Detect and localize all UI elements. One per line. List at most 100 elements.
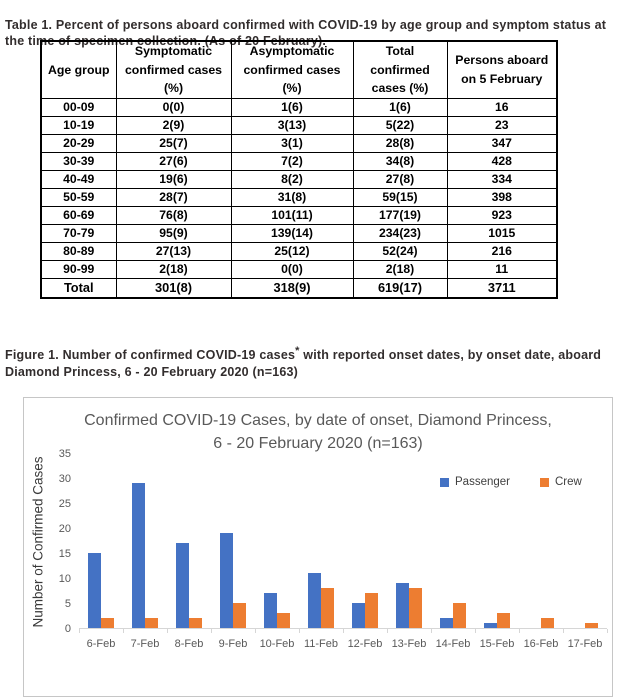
- x-axis-tick-mark: [431, 629, 432, 633]
- table-cell: 1(6): [352, 97, 448, 117]
- table-row: 80-89 27(13) 25(12) 52(24) 216: [40, 241, 558, 261]
- passenger-bar: [88, 553, 101, 628]
- crew-bar: [541, 618, 554, 628]
- table-cell: 2(18): [115, 259, 232, 279]
- table-cell: 25(12): [230, 241, 354, 261]
- y-axis-tick-label: 20: [58, 523, 71, 535]
- passenger-bar: [264, 593, 277, 628]
- table-cell: 301(8): [115, 277, 232, 299]
- bar-group: [387, 454, 431, 628]
- chart-container: Confirmed COVID-19 Cases, by date of ons…: [23, 397, 613, 697]
- table-cell: 8(2): [230, 169, 354, 189]
- x-axis-tick-label: 15-Feb: [479, 638, 515, 650]
- table-cell: Total: [40, 277, 117, 299]
- crew-bar: [409, 588, 422, 628]
- table-cell: 28(7): [115, 187, 232, 207]
- table-cell: 318(9): [230, 277, 354, 299]
- table-row: 10-19 2(9) 3(13) 5(22) 23: [40, 115, 558, 135]
- bar-group: [167, 454, 211, 628]
- table-cell: 0(0): [115, 97, 232, 117]
- x-axis-tick-label: 10-Feb: [259, 638, 295, 650]
- bar-group: [79, 454, 123, 628]
- table-row: 50-59 28(7) 31(8) 59(15) 398: [40, 187, 558, 207]
- x-axis-tick-mark: [475, 629, 476, 633]
- table-cell: 0(0): [230, 259, 354, 279]
- table-cell: 7(2): [230, 151, 354, 171]
- table-header-cell: Asymptomatic confirmed cases (%): [230, 40, 354, 99]
- table-cell: 10-19: [40, 115, 117, 135]
- bar-group: [211, 454, 255, 628]
- x-axis-tick-mark: [211, 629, 212, 633]
- table-cell: 76(8): [115, 205, 232, 225]
- table-cell: 80-89: [40, 241, 117, 261]
- bar-group: [123, 454, 167, 628]
- table-cell: 139(14): [230, 223, 354, 243]
- table-cell: 20-29: [40, 133, 117, 153]
- table-cell: 40-49: [40, 169, 117, 189]
- crew-bar: [585, 623, 598, 628]
- x-axis-tick-label: 9-Feb: [218, 638, 248, 650]
- table-header-cell: Total confirmed cases (%): [352, 40, 448, 99]
- table-row: 00-09 0(0) 1(6) 1(6) 16: [40, 97, 558, 117]
- table-cell: 28(8): [352, 133, 448, 153]
- table-cell: 234(23): [352, 223, 448, 243]
- chart-legend: Passenger Crew: [440, 476, 582, 488]
- x-axis-tick-mark: [299, 629, 300, 633]
- x-axis-tick-label: 8-Feb: [174, 638, 204, 650]
- x-axis-tick-mark: [387, 629, 388, 633]
- table-row: 30-39 27(6) 7(2) 34(8) 428: [40, 151, 558, 171]
- table-cell: 1015: [446, 223, 558, 243]
- x-axis-tick-label: 12-Feb: [347, 638, 383, 650]
- passenger-bar: [484, 623, 497, 628]
- table-cell: 23: [446, 115, 558, 135]
- y-axis-tick-label: 25: [58, 498, 71, 510]
- x-axis-tick-label: 6-Feb: [86, 638, 116, 650]
- table-header-cell: Symptomatic confirmed cases (%): [115, 40, 232, 99]
- legend-label: Passenger: [455, 476, 510, 488]
- table-cell: 34(8): [352, 151, 448, 171]
- y-axis-tick-label: 0: [64, 623, 71, 635]
- table-cell: 216: [446, 241, 558, 261]
- x-axis-tick-mark: [607, 629, 608, 633]
- crew-bar: [277, 613, 290, 628]
- legend-label: Crew: [554, 476, 582, 488]
- y-axis-tick-label: 35: [58, 448, 71, 460]
- legend-item-passenger: Passenger: [440, 476, 510, 488]
- table-cell: 334: [446, 169, 558, 189]
- table-total-row: Total 301(8) 318(9) 619(17) 3711: [40, 277, 558, 299]
- x-axis-tick-label: 17-Feb: [567, 638, 603, 650]
- passenger-bar: [352, 603, 365, 628]
- bar-group: [519, 454, 563, 628]
- table-row: 70-79 95(9) 139(14) 234(23) 1015: [40, 223, 558, 243]
- x-axis-tick-mark: [79, 629, 80, 633]
- table-row: 20-29 25(7) 3(1) 28(8) 347: [40, 133, 558, 153]
- bar-group: [475, 454, 519, 628]
- table-cell: 2(18): [352, 259, 448, 279]
- table-cell: 923: [446, 205, 558, 225]
- table-cell: 3(13): [230, 115, 354, 135]
- table-cell: 27(8): [352, 169, 448, 189]
- y-axis-tick-label: 10: [58, 573, 71, 585]
- plot-area: [79, 454, 607, 629]
- x-axis-tick-label: 7-Feb: [130, 638, 160, 650]
- x-axis-tick-mark: [123, 629, 124, 633]
- bar-group: [563, 454, 607, 628]
- table-cell: 52(24): [352, 241, 448, 261]
- table-cell: 16: [446, 97, 558, 117]
- x-axis-tick-mark: [255, 629, 256, 633]
- x-axis-tick-label: 14-Feb: [435, 638, 471, 650]
- table-cell: 59(15): [352, 187, 448, 207]
- figure-caption-text: Figure 1. Number of confirmed COVID-19 c…: [5, 347, 296, 362]
- table-row: 90-99 2(18) 0(0) 2(18) 11: [40, 259, 558, 279]
- table-cell: 27(13): [115, 241, 232, 261]
- table-cell: 398: [446, 187, 558, 207]
- x-axis-tick-mark: [519, 629, 520, 633]
- passenger-bar: [308, 573, 321, 628]
- table-row: 60-69 76(8) 101(11) 177(19) 923: [40, 205, 558, 225]
- table-cell: 95(9): [115, 223, 232, 243]
- table-cell: 3(1): [230, 133, 354, 153]
- table-body: 00-09 0(0) 1(6) 1(6) 16 10-19 2(9) 3(13) 5(22) 23…: [40, 97, 558, 299]
- table-cell: 619(17): [352, 277, 448, 299]
- crew-bar: [233, 603, 246, 628]
- passenger-bar: [176, 543, 189, 628]
